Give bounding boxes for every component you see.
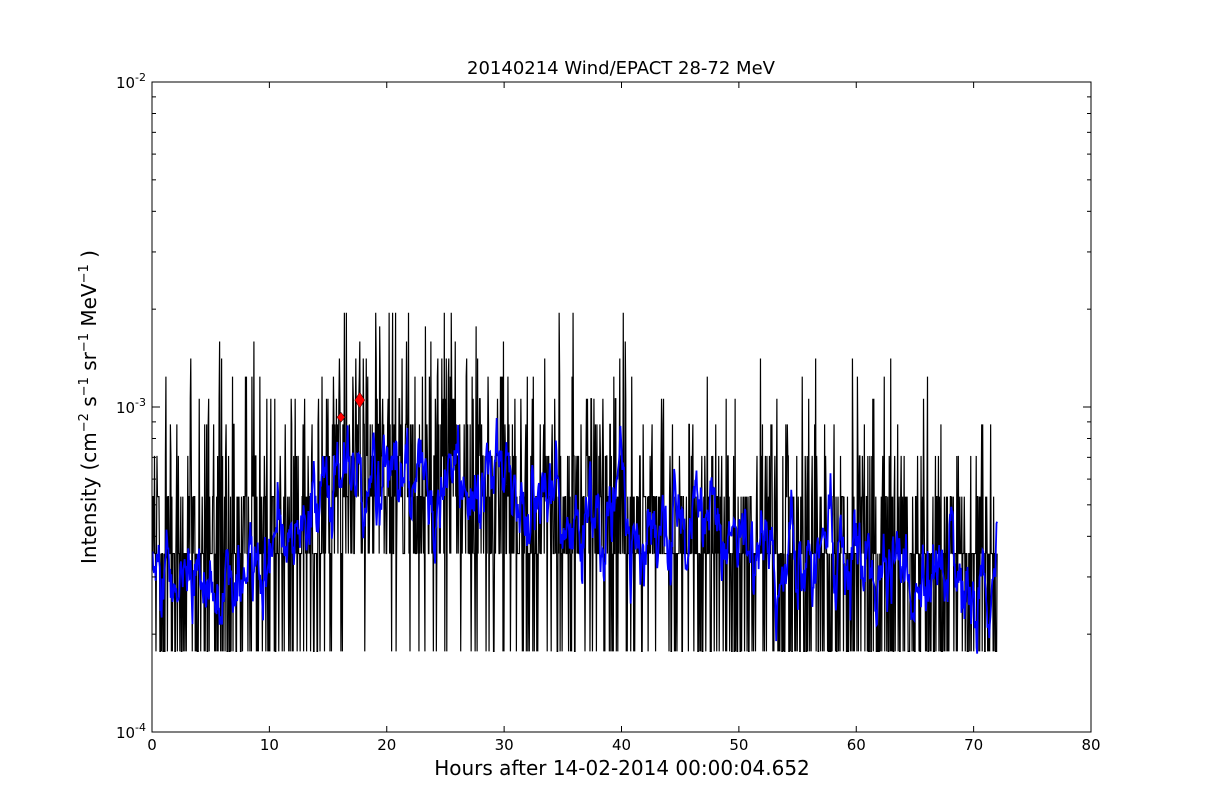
y-axis-label-exp4: −1 (77, 264, 92, 283)
marker-point (336, 411, 346, 423)
y-axis-label-sr: sr (77, 351, 101, 377)
data-layer (152, 312, 998, 654)
x-tick-label: 0 (147, 736, 157, 754)
y-axis-label-exp1: −2 (77, 413, 92, 432)
x-tick-label: 80 (1081, 736, 1100, 754)
x-tick-label: 40 (612, 736, 631, 754)
x-tick-label: 70 (964, 736, 983, 754)
y-tick-label: 10-2 (116, 71, 146, 92)
marker-point (354, 391, 366, 409)
x-tick-label: 10 (260, 736, 279, 754)
tick-layer: 0 10 20 30 40 50 60 70 80 10-4 10-3 10-2 (116, 71, 1101, 754)
x-axis-label: Hours after 14-02-2014 00:00:04.652 (434, 756, 810, 780)
y-tick-label: 10-3 (116, 396, 146, 417)
y-axis-label-s: s (77, 396, 101, 413)
series-line-smoothed (152, 417, 998, 654)
x-tick-label: 50 (729, 736, 748, 754)
y-axis-label: Intensity (cm−2 s−1 sr−1 MeV−1 ) (77, 250, 101, 564)
y-axis-label-prefix: Intensity (cm (77, 432, 101, 564)
x-tick-label: 30 (495, 736, 514, 754)
y-tick-label: 10-4 (116, 721, 146, 742)
x-tick-label: 60 (847, 736, 866, 754)
y-axis-label-mev: MeV (77, 283, 101, 333)
y-axis-label-exp3: −1 (77, 333, 92, 352)
chart-title: 20140214 Wind/EPACT 28-72 MeV (467, 58, 776, 79)
series-line-intensity (152, 312, 998, 653)
y-axis-label-exp2: −1 (77, 377, 92, 396)
x-tick-label: 20 (377, 736, 396, 754)
y-axis-label-suffix: ) (77, 250, 101, 264)
